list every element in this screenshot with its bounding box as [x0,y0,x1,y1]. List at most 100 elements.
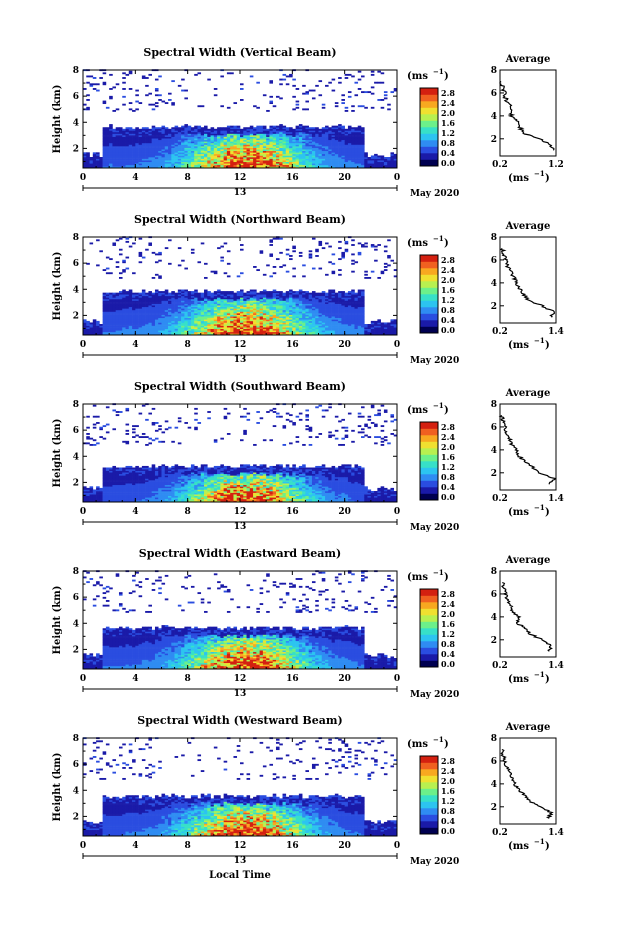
heatmap-cell [321,152,326,155]
heatmap-cell [298,144,303,147]
heatmap-cell [83,152,87,155]
heatmap-cell [308,161,313,164]
heatmap-cell [187,331,192,334]
heatmap-cell [236,147,241,150]
heatmap-cell [151,130,156,133]
heatmap-cell [334,102,339,105]
heatmap-cell [187,147,192,150]
heatmap-cell [154,161,159,164]
heatmap-cell [135,131,139,134]
heatmap-cell [181,146,185,148]
heatmap-cell [361,158,365,161]
heatmap-cell [197,295,202,298]
heatmap-cell [115,319,120,322]
heatmap-cell [285,158,290,161]
heatmap-cell [115,292,120,295]
heatmap-cell [318,158,323,161]
heatmap-cell [174,163,179,166]
heatmap-cell [341,125,345,128]
heatmap-cell [187,324,192,326]
heatmap-cell [361,163,365,166]
heatmap-cell [109,298,113,301]
heatmap-cell [171,130,175,133]
heatmap-cell [177,152,182,155]
heatmap-cell [266,135,270,137]
heatmap-cell [148,311,152,314]
heatmap-cell [364,157,368,159]
heatmap-cell [380,163,385,166]
heatmap-cell [328,135,332,137]
heatmap-cell [125,294,130,297]
heatmap-cell [230,127,234,130]
heatmap-cell [315,158,319,161]
heatmap-cell [158,317,162,320]
heatmap-cell [285,75,290,78]
heatmap-cell [125,127,130,130]
heatmap-cell [171,309,175,312]
heatmap-cell [246,127,251,130]
heatmap-cell [86,331,90,334]
heatmap-cell [243,133,247,136]
heatmap-cell [190,330,195,333]
heatmap-cell [240,163,244,166]
heatmap-cell [279,83,283,86]
heatmap-cell [92,324,97,326]
heatmap-cell [347,160,352,163]
heatmap-cell [161,147,166,150]
heatmap-cell [308,147,313,150]
heatmap-cell [249,135,254,137]
heatmap-cell [181,305,185,308]
heatmap-cell [204,125,208,128]
heatmap-cell [177,317,182,320]
heatmap-cell [364,160,368,163]
heatmap-cell [125,298,130,301]
heatmap-cell [115,316,120,319]
heatmap-cell [256,149,260,152]
heatmap-cell [393,88,398,90]
heatmap-cell [168,166,172,169]
heatmap-cell [187,142,192,145]
heatmap-cell [370,86,375,89]
heatmap-cell [125,333,130,336]
heatmap-cell [168,147,172,150]
heatmap-cell [262,161,267,164]
heatmap-cell [272,155,277,158]
heatmap-cell [99,157,103,159]
heatmap-cell [200,138,205,141]
heatmap-cell [148,131,152,134]
heatmap-cell [236,125,241,128]
heatmap-cell [259,128,264,131]
heatmap-cell [118,237,123,240]
heatmap-cell [151,308,156,311]
heatmap-cell [135,309,139,312]
heatmap-cell [184,319,188,322]
heatmap-cell [187,297,192,300]
heatmap-cell [269,144,274,147]
heatmap-cell [171,319,175,322]
heatmap-cell [132,272,136,275]
heatmap-cell [226,142,231,145]
heatmap-cell [207,158,211,161]
heatmap-cell [236,133,241,136]
heatmap-cell [207,306,211,309]
heatmap-cell [226,149,231,152]
heatmap-cell [145,142,149,145]
heatmap-cell [207,146,211,148]
heatmap-cell [275,131,280,134]
heatmap-cell [141,164,146,167]
heatmap-cell [177,319,182,322]
heatmap-cell [223,158,228,161]
heatmap-cell [223,161,228,164]
heatmap-cell [325,84,329,87]
heatmap-cell [174,158,179,161]
heatmap-cell [213,147,218,150]
heatmap-cell [128,157,133,159]
colorbar-swatch [420,114,438,121]
heatmap-cell [109,328,113,331]
heatmap-cell [105,163,110,166]
heatmap-cell [141,138,146,141]
heatmap-cell [158,327,162,330]
heatmap-cell [148,128,152,131]
heatmap-cell [210,133,215,136]
